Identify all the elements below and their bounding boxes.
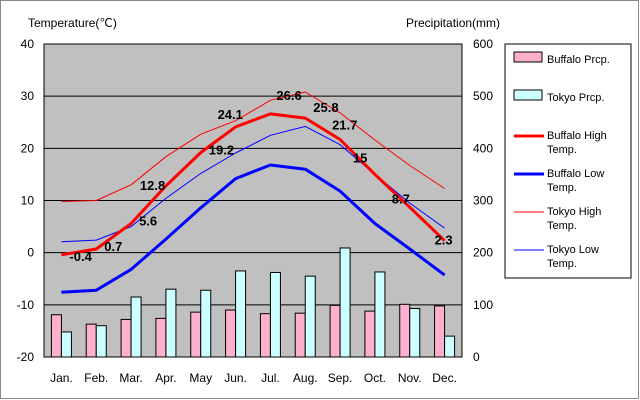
buffalo-high-temp-line bbox=[61, 112, 446, 257]
left-tick-label: 0 bbox=[27, 246, 34, 260]
legend-swatch-tokyo-prcp bbox=[513, 89, 543, 101]
buffalo-prcp-bar bbox=[399, 303, 411, 358]
left-tick-label: 30 bbox=[21, 89, 35, 103]
buffalo-prcp-bar bbox=[329, 304, 341, 358]
tokyo-prcp-bar bbox=[374, 271, 386, 358]
buffalo-high-value-label: 21.7 bbox=[332, 117, 357, 132]
precipitation-bars bbox=[50, 247, 456, 358]
buffalo-high-value-label: 8.7 bbox=[392, 191, 410, 206]
buffalo-high-value-label: 26.6 bbox=[276, 88, 301, 103]
legend-label-tokyo-low-temp: Tokyo Low Temp. bbox=[547, 244, 599, 270]
right-tick-label: 0 bbox=[473, 350, 480, 364]
buffalo-high-value-labels: -0.4 0.7 5.6 12.8 19.2 24.1 26.6 25.8 21.7 15 8.7 2… bbox=[69, 88, 452, 264]
tokyo-prcp-bar bbox=[200, 289, 212, 358]
tokyo-prcp-bar bbox=[304, 275, 316, 358]
buffalo-prcp-bar bbox=[294, 312, 306, 358]
right-tick-label: 600 bbox=[473, 37, 493, 51]
buffalo-low-temp-line bbox=[61, 163, 446, 294]
x-tick-label: Nov. bbox=[398, 371, 422, 385]
tokyo-prcp-bar bbox=[60, 331, 72, 358]
x-tick-label: Oct. bbox=[364, 371, 386, 385]
x-tick-label: Jan. bbox=[50, 371, 73, 385]
tokyo-prcp-bar bbox=[95, 325, 107, 358]
buffalo-prcp-bar bbox=[259, 313, 271, 358]
buffalo-prcp-bar bbox=[364, 310, 376, 358]
left-tick-label: 20 bbox=[21, 141, 35, 155]
tokyo-prcp-bar bbox=[409, 307, 421, 358]
left-tick-label: -10 bbox=[17, 298, 35, 312]
buffalo-prcp-bar bbox=[85, 323, 97, 358]
gridlines bbox=[44, 95, 462, 306]
legend-label-buffalo-high-temp: Buffalo High Temp. bbox=[547, 130, 607, 156]
legend-swatch-buffalo-prcp bbox=[513, 51, 543, 63]
left-axis-title: Temperature(℃) bbox=[28, 16, 117, 30]
x-tick-label: Apr. bbox=[155, 371, 176, 385]
x-tick-label: Mar. bbox=[119, 371, 142, 385]
buffalo-prcp-bar bbox=[120, 318, 132, 358]
buffalo-high-value-label: 25.8 bbox=[313, 100, 338, 115]
x-axis-ticks: Jan. Feb. Mar. Apr. May Jun. Jul. Aug. Sep. Oct. N… bbox=[50, 371, 457, 385]
tokyo-prcp-bar bbox=[444, 335, 456, 358]
buffalo-high-value-label: 24.1 bbox=[218, 107, 243, 122]
tokyo-prcp-bar bbox=[269, 271, 281, 358]
left-tick-label: -20 bbox=[17, 350, 35, 364]
buffalo-high-value-label: 0.7 bbox=[104, 239, 122, 254]
buffalo-high-value-label: -0.4 bbox=[69, 249, 92, 264]
legend-label-buffalo-low-temp: Buffalo Low Temp. bbox=[547, 168, 604, 194]
legend-box bbox=[504, 43, 632, 279]
x-tick-label: Jul. bbox=[261, 371, 280, 385]
buffalo-prcp-bar bbox=[155, 317, 167, 358]
buffalo-prcp-bar bbox=[50, 314, 62, 358]
legend-label-tokyo-high-temp: Tokyo High Temp. bbox=[547, 206, 601, 232]
legend: Buffalo Prcp. Tokyo Prcp. Buffalo High Temp… bbox=[504, 43, 632, 279]
buffalo-high-value-label: 15 bbox=[353, 150, 367, 165]
tokyo-prcp-bar bbox=[130, 296, 142, 358]
buffalo-high-value-label: 12.8 bbox=[140, 178, 165, 193]
tokyo-prcp-bar bbox=[165, 288, 177, 358]
x-tick-label: Jun. bbox=[224, 371, 247, 385]
x-tick-label: Sep. bbox=[328, 371, 353, 385]
buffalo-high-value-label: 5.6 bbox=[139, 213, 157, 228]
tokyo-high-temp-line bbox=[61, 91, 445, 202]
right-tick-label: 200 bbox=[473, 246, 493, 260]
buffalo-high-value-label: 19.2 bbox=[209, 143, 234, 158]
buffalo-prcp-bar bbox=[434, 305, 446, 358]
temperature-lines bbox=[61, 91, 446, 294]
buffalo-prcp-bar bbox=[225, 309, 237, 358]
right-tick-label: 400 bbox=[473, 141, 493, 155]
tokyo-prcp-bar bbox=[339, 247, 351, 358]
right-axis-ticks: 0 100 200 300 400 500 600 bbox=[473, 37, 493, 364]
x-tick-label: Feb. bbox=[84, 371, 108, 385]
buffalo-high-value-label: 2.3 bbox=[435, 233, 453, 248]
legend-label-buffalo-prcp: Buffalo Prcp. bbox=[547, 54, 610, 66]
tokyo-prcp-bar bbox=[235, 270, 247, 358]
right-tick-label: 500 bbox=[473, 89, 493, 103]
right-axis-title: Precipitation(mm) bbox=[406, 16, 500, 30]
left-tick-label: 10 bbox=[21, 194, 35, 208]
x-tick-label: Dec. bbox=[432, 371, 457, 385]
right-tick-label: 300 bbox=[473, 194, 493, 208]
left-tick-label: 40 bbox=[21, 37, 35, 51]
buffalo-prcp-bar bbox=[190, 311, 202, 358]
left-axis-ticks: -20 -10 0 10 20 30 40 bbox=[17, 37, 35, 364]
legend-label-tokyo-prcp: Tokyo Prcp. bbox=[547, 92, 604, 104]
right-tick-label: 100 bbox=[473, 298, 493, 312]
x-tick-label: May bbox=[189, 371, 212, 385]
x-tick-label: Aug. bbox=[293, 371, 318, 385]
